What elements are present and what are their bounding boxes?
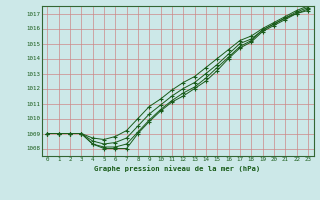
X-axis label: Graphe pression niveau de la mer (hPa): Graphe pression niveau de la mer (hPa)	[94, 165, 261, 172]
